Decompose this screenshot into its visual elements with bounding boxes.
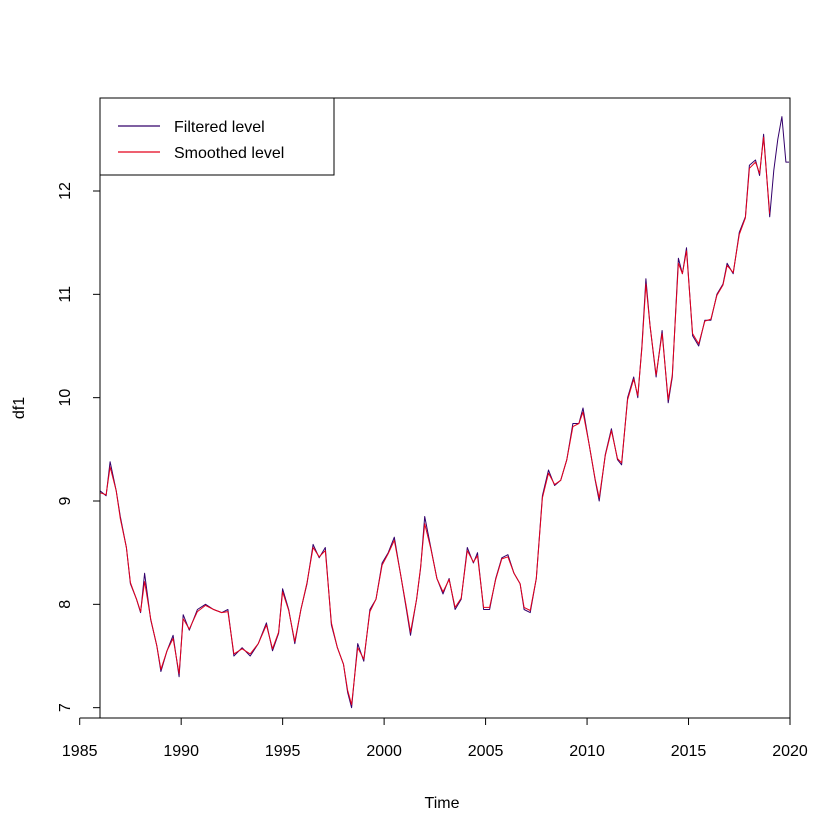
x-tick-label-2010: 2010 — [569, 743, 605, 760]
legend-box — [99, 97, 335, 176]
y-tick-label-11: 11 — [57, 286, 74, 303]
x-tick-label-2015: 2015 — [671, 743, 707, 760]
y-tick-label-9: 9 — [57, 496, 74, 505]
y-axis: 7 8 9 10 11 12 — [57, 182, 101, 712]
x-tick-label-2000: 2000 — [366, 743, 402, 760]
y-tick-label-7: 7 — [57, 703, 74, 712]
x-tick-label-2020: 2020 — [772, 743, 808, 760]
series-line-smoothed-level — [99, 136, 771, 706]
x-tick-label-1995: 1995 — [265, 743, 301, 760]
legend-label-smoothed: Smoothed level — [174, 145, 284, 162]
legend-label-filtered: Filtered level — [174, 119, 265, 136]
x-tick-label-1985: 1985 — [62, 743, 98, 760]
y-tick-label-12: 12 — [57, 182, 74, 200]
legend: Filtered level Smoothed level — [99, 97, 335, 176]
x-axis: 1985 1990 1995 2000 2005 2010 2015 2020 — [62, 717, 808, 760]
series-layer — [99, 116, 789, 709]
x-axis-title: Time — [425, 795, 460, 812]
x-tick-label-1990: 1990 — [163, 743, 199, 760]
y-tick-label-10: 10 — [57, 389, 74, 407]
x-tick-label-2005: 2005 — [468, 743, 504, 760]
y-axis-title: df1 — [11, 397, 28, 419]
y-tick-label-8: 8 — [57, 600, 74, 609]
